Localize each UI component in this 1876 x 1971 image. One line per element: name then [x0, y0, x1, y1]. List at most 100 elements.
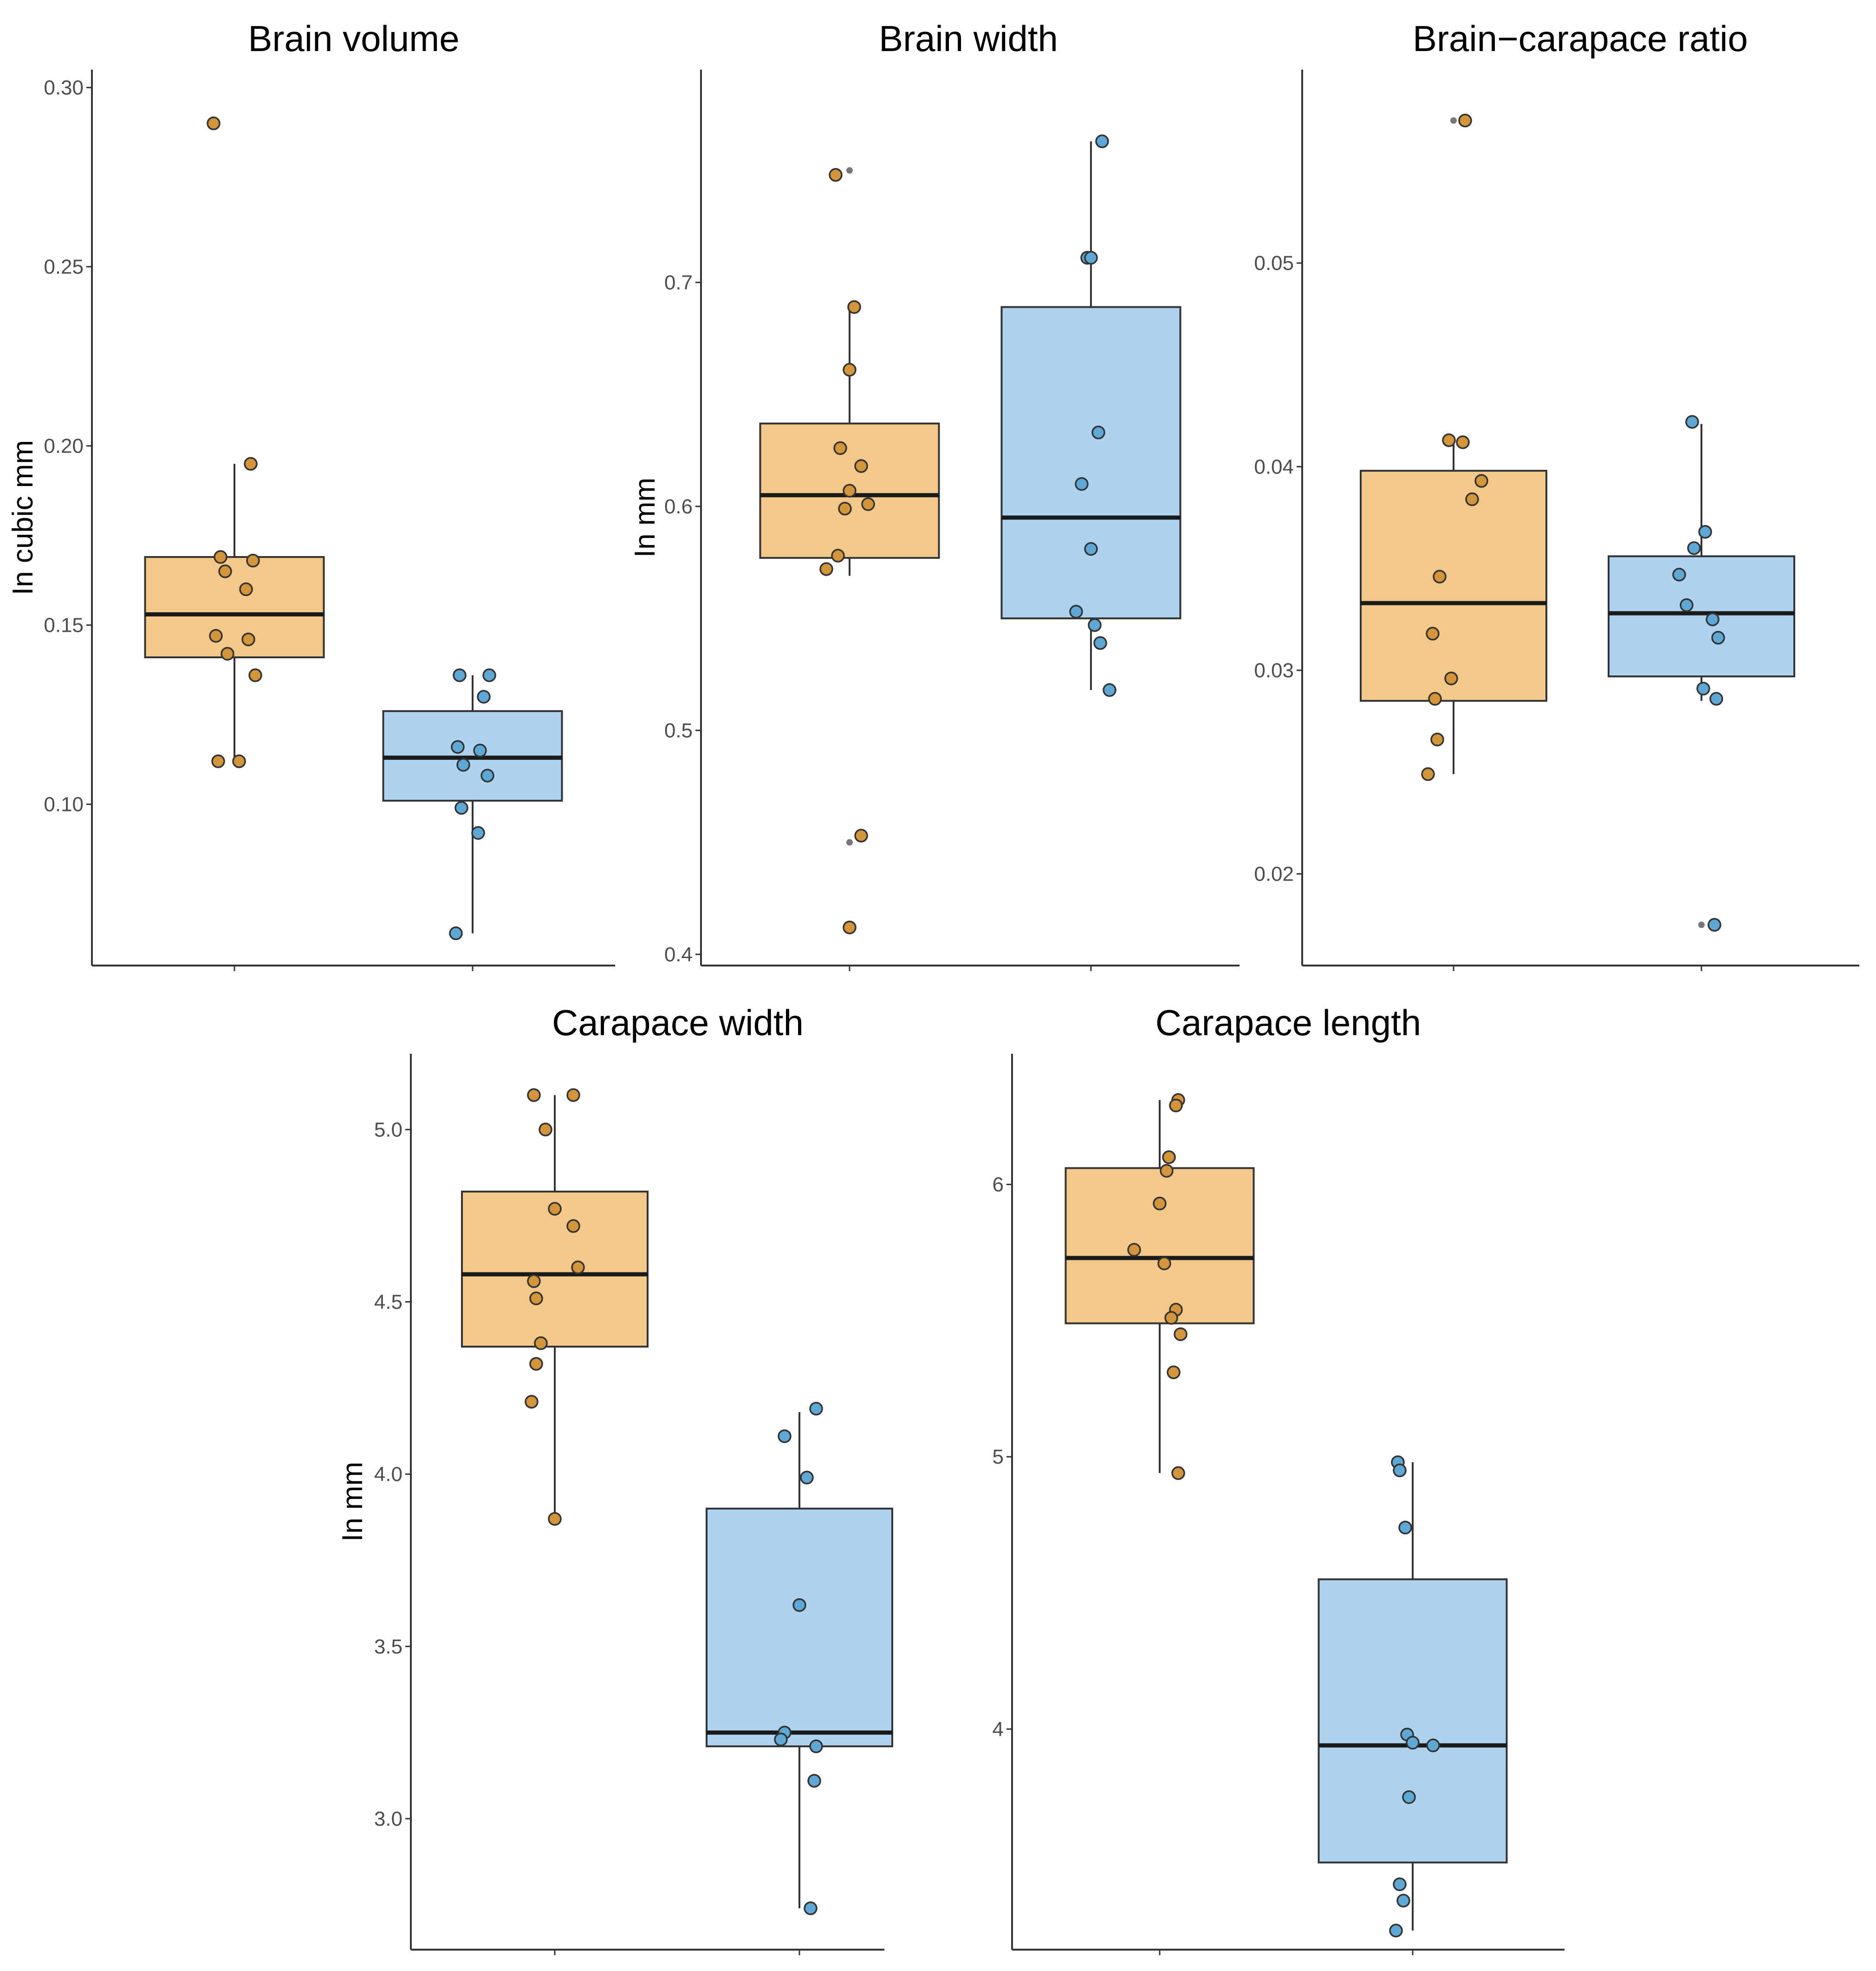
data-point	[1171, 1466, 1185, 1480]
data-point	[480, 769, 494, 783]
data-point	[1458, 113, 1472, 128]
box-group-b	[706, 1507, 893, 1748]
data-point	[1696, 681, 1710, 696]
y-tick-label: 0.15	[44, 614, 84, 637]
panel-title: Carapace width	[552, 1002, 804, 1043]
data-point	[833, 441, 847, 455]
panel-title: Brain width	[879, 18, 1058, 59]
outlier-point	[1698, 921, 1705, 928]
data-point	[1711, 631, 1725, 645]
data-point	[221, 647, 234, 661]
data-point	[819, 562, 833, 576]
data-point	[527, 1274, 541, 1288]
data-point	[843, 363, 857, 377]
data-point	[843, 921, 857, 934]
outlier-point	[846, 839, 853, 846]
data-point	[1084, 251, 1098, 265]
data-point	[529, 1291, 543, 1305]
data-point	[1474, 474, 1488, 488]
data-point	[453, 668, 467, 682]
data-point	[218, 564, 232, 578]
data-point	[1164, 1311, 1178, 1325]
data-point	[456, 758, 470, 772]
data-point	[800, 1471, 814, 1485]
data-point	[1444, 671, 1458, 686]
data-point	[1103, 683, 1117, 697]
data-point	[534, 1336, 548, 1350]
data-point	[1160, 1164, 1174, 1178]
data-point	[1680, 598, 1694, 612]
y-tick-label: 0.02	[1254, 863, 1294, 886]
data-point	[1127, 1243, 1141, 1257]
data-point	[482, 668, 496, 682]
y-tick-label: 0.05	[1254, 252, 1294, 275]
data-point	[214, 550, 227, 564]
outlier-point	[1450, 117, 1457, 124]
data-point	[248, 668, 262, 682]
panel-title: Brain−carapace ratio	[1413, 18, 1748, 59]
data-point	[1687, 541, 1701, 555]
data-point	[232, 754, 246, 768]
y-tick-label: 0.10	[44, 793, 84, 816]
data-point	[1389, 1924, 1403, 1938]
data-point	[809, 1739, 823, 1753]
y-tick-label: 0.04	[1254, 455, 1294, 478]
data-point	[1396, 1893, 1410, 1908]
box-group-b	[1000, 306, 1181, 620]
data-point	[804, 1901, 818, 1915]
box-group-b	[1318, 1578, 1508, 1864]
data-point	[244, 457, 258, 471]
data-point	[854, 459, 868, 473]
data-point	[792, 1598, 806, 1612]
data-point	[246, 553, 260, 568]
data-point	[1088, 618, 1102, 632]
data-point	[477, 690, 491, 704]
y-tick-label: 0.4	[664, 943, 693, 966]
box-group-b	[1608, 555, 1795, 678]
data-point	[838, 501, 852, 516]
box-group-a	[461, 1190, 649, 1348]
data-point	[807, 1774, 821, 1788]
y-tick-label: 3.0	[374, 1808, 402, 1830]
y-tick-label: 0.30	[44, 77, 84, 99]
data-point	[1157, 1256, 1171, 1271]
data-point	[1698, 525, 1712, 539]
y-axis-label: In cubic mm	[7, 440, 39, 595]
y-tick-label: 4.5	[374, 1290, 402, 1313]
data-point	[548, 1202, 562, 1216]
data-point	[1093, 636, 1107, 650]
data-point	[1672, 568, 1686, 582]
data-point	[1095, 134, 1109, 149]
data-point	[847, 300, 861, 314]
y-tick-label: 0.6	[664, 495, 693, 518]
data-point	[861, 497, 875, 511]
box-group-a	[144, 556, 325, 659]
data-point	[1398, 1520, 1412, 1535]
y-tick-label: 0.03	[1254, 659, 1294, 682]
data-point	[1706, 612, 1720, 627]
data-point	[471, 826, 485, 840]
data-point	[1091, 425, 1105, 440]
data-point	[207, 117, 221, 130]
data-point	[854, 829, 868, 843]
data-point	[1426, 627, 1440, 641]
data-point	[539, 1122, 552, 1137]
data-point	[1167, 1365, 1181, 1380]
data-point	[529, 1357, 543, 1371]
data-point	[1426, 1738, 1440, 1752]
data-point	[1430, 733, 1444, 746]
y-axis-label: In mm	[337, 1462, 369, 1542]
box-group-a	[1360, 470, 1547, 702]
outlier-point	[846, 167, 853, 174]
y-tick-label: 4.0	[374, 1463, 402, 1486]
data-point	[1393, 1463, 1407, 1478]
y-tick-label: 0.20	[44, 435, 84, 458]
y-axis-label: In mm	[629, 478, 661, 558]
data-point	[566, 1219, 580, 1233]
data-point	[473, 744, 487, 758]
y-tick-label: 4	[993, 1718, 1004, 1741]
data-point	[1402, 1790, 1416, 1804]
data-point	[809, 1401, 823, 1416]
y-tick-label: 6	[993, 1174, 1004, 1196]
